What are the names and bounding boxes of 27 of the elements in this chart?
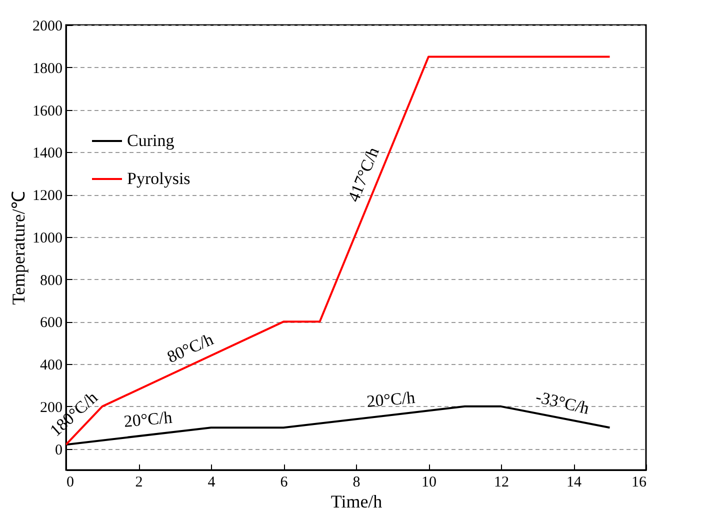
y-tick-label: 1000 [32,230,62,246]
x-tick-label: 14 [566,474,582,490]
y-tick-label: 400 [40,358,62,374]
x-tick-label: 8 [352,474,360,490]
y-tick-label: 1400 [32,146,62,162]
x-tick-label: 2 [135,474,143,490]
x-tick-label: 6 [280,474,288,490]
y-tick-label: 2000 [32,18,62,34]
y-tick-label: 600 [40,315,62,332]
annotation: -33°C/h [534,387,592,418]
x-tick-label: 4 [208,474,216,490]
y-tick-label: 1200 [32,188,62,204]
y-tick-label: 800 [40,272,62,289]
y-axis-title: Temperature/℃ [8,191,28,305]
annotation: 20°C/h [123,408,174,431]
x-axis-title: Time/h [330,492,382,512]
annotation: 80°C/h [164,329,217,367]
legend-label: Curing [127,131,175,150]
x-tick-label: 12 [494,474,509,490]
y-tick-label: 1800 [32,60,62,77]
annotation: 20°C/h [366,388,416,412]
y-tick-label: 0 [55,442,62,458]
y-tick-label: 1600 [32,103,62,120]
x-tick-label: 10 [422,474,436,490]
x-tick-label: 0 [66,474,74,490]
x-tick-label: 16 [632,474,647,490]
legend-label: Pyrolysis [127,169,190,188]
